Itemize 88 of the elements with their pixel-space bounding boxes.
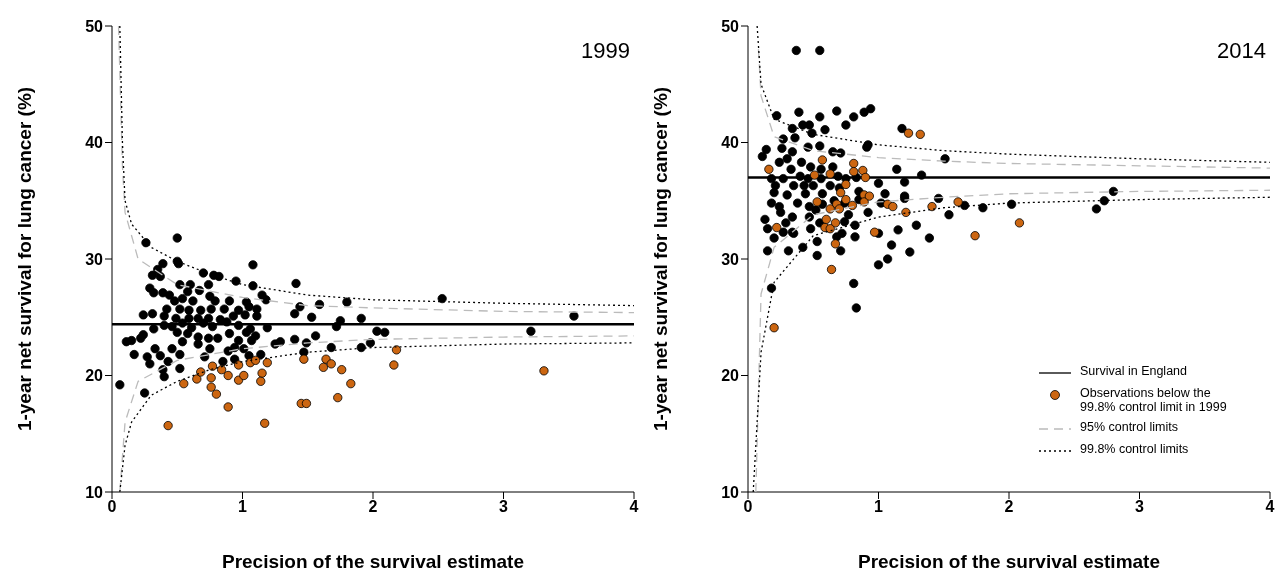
y-tick-label: 20 [721,367,740,385]
point [299,354,309,364]
point [841,194,851,205]
point [539,366,549,376]
point [326,359,336,369]
point [825,169,835,179]
x-tick-label: 4 [1265,498,1275,516]
point [888,201,898,212]
point [834,204,844,214]
point [163,421,173,431]
point [769,323,779,333]
point [772,222,782,233]
point [903,128,914,138]
point [260,418,270,428]
point [764,164,774,174]
x-tick-label: 3 [1135,498,1145,516]
point [970,231,980,241]
point [841,179,851,190]
line-series [756,26,1270,163]
point [812,197,822,207]
point [192,374,202,384]
legend-label: Survival in England [1080,364,1188,378]
point [915,129,925,139]
point [223,402,233,412]
x-tick-label: 1 [238,498,248,516]
point [830,239,841,249]
point [809,170,820,180]
point [391,345,402,355]
y-tick-label: 40 [721,134,740,152]
x-tick-label: 0 [743,498,753,516]
legend-label: 95% control limits [1080,420,1179,434]
y-tick-label: 50 [85,17,104,35]
point [860,172,871,183]
y-tick-label: 20 [85,367,104,385]
point [211,389,221,399]
point [318,362,329,372]
legend-label: 99.8% control limits [1080,442,1190,456]
point [333,393,343,403]
point [207,361,218,371]
point [389,360,399,370]
point [179,379,189,389]
point [901,207,911,217]
x-axis-title: Precision of the survival estimate [221,551,525,572]
x-tick-label: 0 [107,498,117,516]
point [858,165,868,176]
annotation: 2014 [1217,38,1266,64]
point [826,264,837,275]
point [256,376,266,386]
point [257,368,267,378]
point [817,155,827,165]
point [217,365,227,375]
point [1014,218,1025,228]
point [836,188,846,198]
y-tick-label: 50 [721,17,740,35]
point [825,224,835,234]
point [864,191,874,201]
y-axis-title: 1-year net survival for lung cancer (%) [649,86,671,432]
x-tick-label: 2 [368,498,378,516]
point [346,379,356,389]
point [821,214,831,224]
point [953,197,963,207]
point [869,227,880,237]
point [301,398,312,409]
y-tick-label: 10 [721,483,740,501]
y-tick-label: 40 [85,134,104,152]
y-axis-title: 1-year net survival for lung cancer (%) [13,86,35,432]
x-tick-label: 4 [629,498,639,516]
point [849,158,859,169]
point [206,373,216,383]
x-tick-label: 1 [874,498,884,516]
point [337,365,347,375]
x-tick-label: 3 [499,498,509,516]
point [262,358,272,368]
y-tick-label: 30 [721,250,740,268]
point [849,167,859,177]
y-tick-label: 10 [85,483,104,501]
x-axis-title: Precision of the survival estimate [857,551,1161,572]
x-tick-label: 2 [1004,498,1014,516]
point [250,355,261,365]
legend-label: Observations below the 99.8% control limit in 1999 [1080,386,1228,414]
point [927,201,937,212]
point [233,360,244,370]
point [239,370,249,381]
y-tick-label: 30 [85,250,104,268]
point [830,218,841,228]
annotation: 1999 [581,38,630,64]
point [206,382,216,392]
point [223,370,233,381]
